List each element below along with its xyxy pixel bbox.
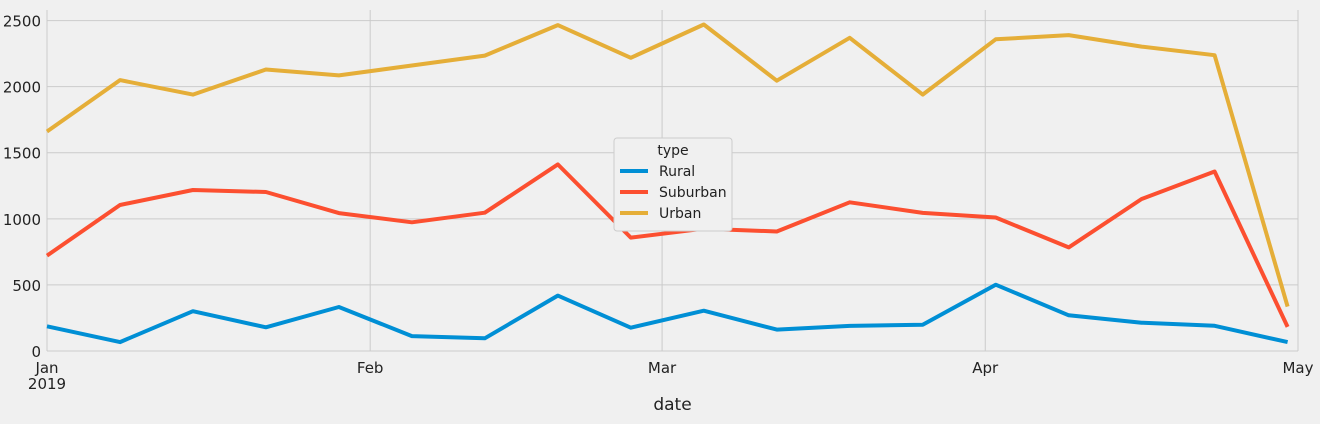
series-line-urban — [45, 22, 1290, 308]
legend: type Rural Suburban Urban — [613, 137, 733, 232]
y-tick-label: 1000 — [3, 211, 41, 229]
y-tick-label: 2500 — [3, 13, 41, 31]
y-tick-label: 2000 — [3, 79, 41, 97]
x-axis-label: date — [653, 395, 691, 415]
y-axis-ticks: 0 500 1000 1500 2000 2500 — [3, 13, 41, 361]
legend-box — [613, 137, 733, 232]
y-tick-label: 0 — [31, 343, 41, 361]
series-line-suburban — [45, 162, 1290, 328]
y-tick-label: 500 — [12, 277, 41, 295]
series-lines — [45, 22, 1290, 345]
x-tick-label: Mar — [648, 359, 677, 377]
legend-title: type — [657, 143, 688, 159]
x-tick-label: May — [1282, 359, 1313, 377]
x-tick-label: Jan — [34, 359, 58, 377]
legend-label-rural: Rural — [659, 164, 695, 180]
legend-label-suburban: Suburban — [659, 185, 727, 201]
legend-label-urban: Urban — [659, 206, 701, 222]
x-tick-sublabel: 2019 — [28, 375, 66, 393]
series-line-rural — [46, 282, 1289, 345]
legend-items: Rural Suburban Urban — [620, 164, 727, 222]
x-tick-label: Apr — [972, 359, 999, 377]
y-tick-label: 1500 — [3, 145, 41, 163]
x-tick-label: Feb — [357, 359, 384, 377]
